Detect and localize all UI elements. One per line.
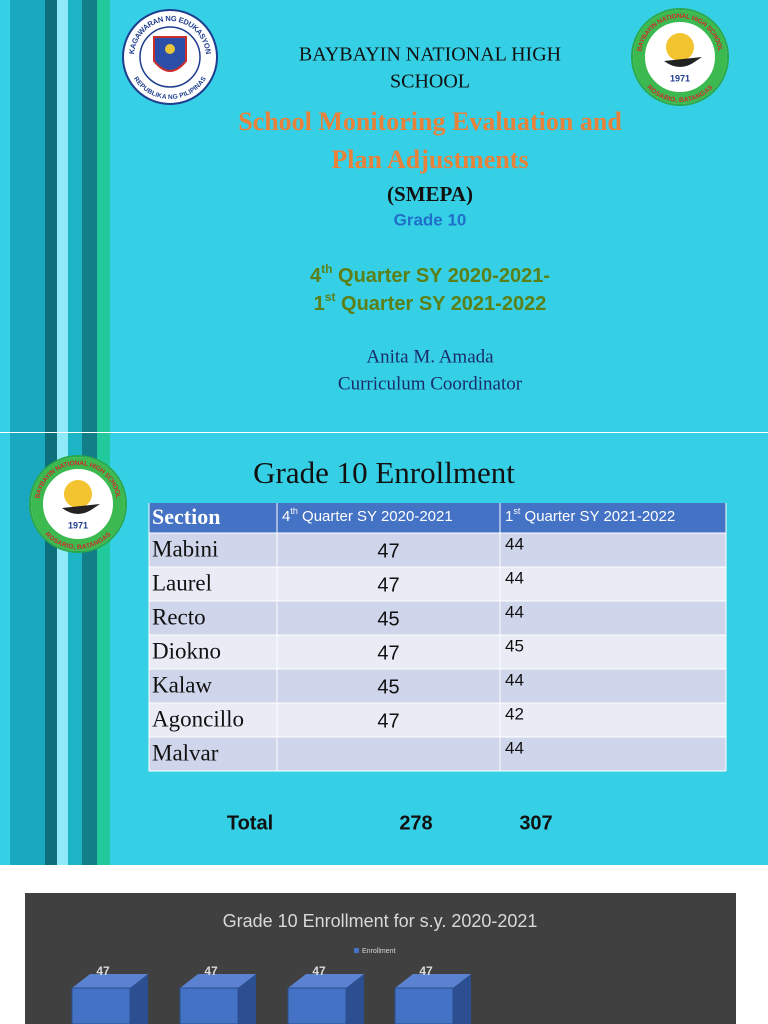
- data-label: 47: [312, 964, 326, 978]
- text: Quarter SY 2021-2022: [335, 293, 546, 315]
- data-label: 47: [204, 964, 218, 978]
- total-label: Total: [227, 812, 273, 834]
- logo-torch: [165, 44, 175, 54]
- section-cell: Malvar: [152, 740, 219, 765]
- bar-side: [453, 973, 471, 1024]
- q4-cell: 47: [377, 540, 399, 562]
- total-value: 278: [399, 812, 432, 834]
- q4-cell: 47: [377, 710, 399, 732]
- logo-band: [633, 10, 727, 104]
- section-cell: Mabini: [152, 536, 218, 561]
- q1-cell: 44: [505, 534, 524, 553]
- bar: [179, 987, 239, 1024]
- superscript: th: [321, 262, 332, 276]
- table-header: [149, 503, 726, 533]
- acronym: (SMEPA): [387, 182, 473, 206]
- logo-band: [31, 457, 125, 551]
- presenter-position: Curriculum Coordinator: [338, 373, 523, 394]
- q4-cell: 45: [377, 608, 399, 630]
- logo-sun: [666, 33, 694, 61]
- presenter-name: Anita M. Amada: [366, 346, 494, 367]
- logo-year: 1971: [68, 520, 88, 530]
- q4-cell: 45: [377, 676, 399, 698]
- header-cell: 1st Quarter SY 2021-2022: [505, 506, 675, 525]
- number: 4: [282, 508, 290, 525]
- logo-year: 1971: [670, 73, 690, 83]
- q1-cell: 44: [505, 738, 524, 757]
- table-row: [149, 669, 726, 703]
- legend-label: Enrollment: [362, 948, 396, 955]
- header-cell: Section: [152, 504, 220, 529]
- number: 1: [314, 293, 325, 315]
- stripe: [68, 0, 82, 432]
- chart-title: Grade 10 Enrollment for s.y. 2020-2021: [223, 911, 538, 931]
- table-row: [149, 601, 726, 635]
- number: 1: [505, 508, 513, 525]
- section-cell: Agoncillo: [152, 706, 244, 731]
- slide-title: School Monitoring Evaluation and: [238, 107, 622, 136]
- q1-cell: 42: [505, 704, 524, 723]
- logo-lamp: [62, 504, 100, 514]
- data-label: 47: [96, 964, 110, 978]
- table-row: [149, 635, 726, 669]
- logo-sun: [64, 480, 92, 508]
- stripe: [10, 0, 45, 432]
- bar-side: [346, 973, 364, 1024]
- q4-cell: 47: [377, 574, 399, 596]
- q1-cell: 44: [505, 568, 524, 587]
- stripe: [82, 0, 97, 432]
- table-row: [149, 703, 726, 737]
- stripe: [57, 0, 68, 432]
- legend-swatch: [354, 948, 359, 953]
- bar: [287, 987, 347, 1024]
- school-name: SCHOOL: [390, 71, 470, 93]
- slide-title: Grade 10 Enrollment: [253, 455, 515, 490]
- stripe: [45, 0, 57, 432]
- section-cell: Laurel: [152, 570, 212, 595]
- superscript: st: [513, 506, 521, 516]
- section-cell: Diokno: [152, 638, 221, 663]
- table-row: [149, 533, 726, 567]
- bar-side: [238, 973, 256, 1024]
- superscript: st: [325, 290, 336, 304]
- bar: [71, 987, 131, 1024]
- text: Quarter SY 2021-2022: [520, 508, 675, 525]
- total-value: 307: [519, 812, 552, 834]
- superscript: th: [290, 506, 298, 516]
- section-cell: Kalaw: [152, 672, 212, 697]
- quarter-line: 4th Quarter SY 2020-2021-: [310, 262, 550, 287]
- bar-top: [395, 973, 471, 988]
- bar: [394, 987, 454, 1024]
- slide-title: Plan Adjustments: [331, 145, 528, 174]
- grade: Grade 10: [394, 210, 467, 229]
- quarter-line: 1st Quarter SY 2021-2022: [314, 290, 547, 315]
- q1-cell: 44: [505, 602, 524, 621]
- table-row: [149, 567, 726, 601]
- number: 4: [310, 265, 322, 287]
- q4-cell: 47: [377, 642, 399, 664]
- q1-cell: 44: [505, 670, 524, 689]
- q1-cell: 45: [505, 636, 524, 655]
- stripe: [97, 0, 110, 432]
- data-label: 47: [419, 964, 433, 978]
- text: Quarter SY 2020-2021-: [332, 265, 550, 287]
- text: Quarter SY 2020-2021: [298, 508, 453, 525]
- logo-lamp: [664, 57, 702, 67]
- stripe: [57, 433, 68, 865]
- school-name: BAYBAYIN NATIONAL HIGH: [299, 44, 561, 66]
- bar-top: [288, 973, 364, 988]
- section-cell: Recto: [152, 604, 206, 629]
- bar-top: [180, 973, 256, 988]
- bar-top: [72, 973, 148, 988]
- table-row: [149, 737, 726, 771]
- bar-side: [130, 973, 148, 1024]
- header-cell: 4th Quarter SY 2020-2021: [282, 506, 453, 525]
